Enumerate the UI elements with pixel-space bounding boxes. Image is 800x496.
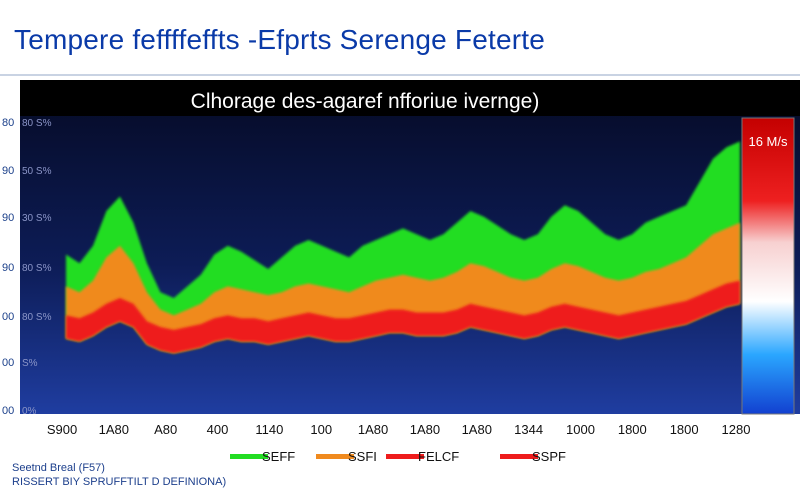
legend-swatch <box>230 454 268 459</box>
footer-note: RISSERT BIY SPRUFFTILT D DEFINIONA) <box>12 476 227 488</box>
x-tick-label: 1140 <box>255 422 283 437</box>
x-tick-label: 1800 <box>670 422 699 437</box>
x-tick-label: 1000 <box>566 422 595 437</box>
y-tick-sublabel: 50 S% <box>22 166 52 177</box>
legend-swatch <box>386 454 424 459</box>
y-tick-sublabel: 80 S% <box>22 118 52 129</box>
y-tick-sublabel: 0% <box>22 406 37 417</box>
y-axis: 80 80 S% 90 50 S% 90 30 S% 90 80 S% 00 80 S% 00 S% 0… <box>2 117 52 417</box>
footer-source: Seetnd Breal (F57) <box>12 462 105 474</box>
x-tick-label: 1280 <box>722 422 751 437</box>
y-tick-label: 90 <box>2 212 14 224</box>
y-tick-label: 80 <box>2 117 14 129</box>
y-tick-sublabel: 30 S% <box>22 213 52 224</box>
x-tick-label: S900 <box>47 422 77 437</box>
legend: SEFF SSFI FELCF SSPF <box>230 449 566 464</box>
x-tick-label: 1A80 <box>358 422 388 437</box>
colorbar-top-label: 16 M/s <box>748 134 788 149</box>
chart-title-band <box>20 80 800 116</box>
area-layers <box>66 141 740 354</box>
y-tick-sublabel: 80 S% <box>22 263 52 274</box>
colorbar <box>741 117 795 415</box>
x-tick-label: 100 <box>310 422 332 437</box>
y-tick-label: 00 <box>2 311 14 323</box>
y-tick-sublabel: S% <box>22 358 38 369</box>
y-tick-sublabel: 80 S% <box>22 312 52 323</box>
x-tick-label: 1A80 <box>99 422 129 437</box>
x-tick-label: 1A80 <box>410 422 440 437</box>
y-tick-label: 00 <box>2 357 14 369</box>
x-tick-label: 1344 <box>514 422 543 437</box>
area-series-felcf <box>66 280 740 354</box>
chart: Clhorage des-agaref nfforiue ivernge) 80… <box>2 80 800 464</box>
x-tick-label: 1800 <box>618 422 647 437</box>
title-divider <box>0 74 800 76</box>
y-tick-label: 00 <box>2 405 14 417</box>
x-tick-label: 400 <box>207 422 229 437</box>
legend-label: SSPF <box>532 449 566 464</box>
chart-title: Clhorage des-agaref nfforiue ivernge) <box>191 90 540 113</box>
legend-label: SEFF <box>262 449 295 464</box>
legend-label: SSFI <box>348 449 377 464</box>
x-axis: S900 1A80 A80 400 1140 100 1A80 1A80 1A80 1344 100… <box>47 422 751 437</box>
x-tick-label: 1A80 <box>462 422 492 437</box>
legend-swatch <box>316 454 354 459</box>
page-title: Tempere feffffeffts -Efprts Serenge Fete… <box>14 24 546 55</box>
legend-swatch <box>500 454 538 459</box>
x-tick-label: A80 <box>154 422 177 437</box>
y-tick-label: 90 <box>2 165 14 177</box>
legend-label: FELCF <box>418 449 459 464</box>
y-tick-label: 90 <box>2 262 14 274</box>
